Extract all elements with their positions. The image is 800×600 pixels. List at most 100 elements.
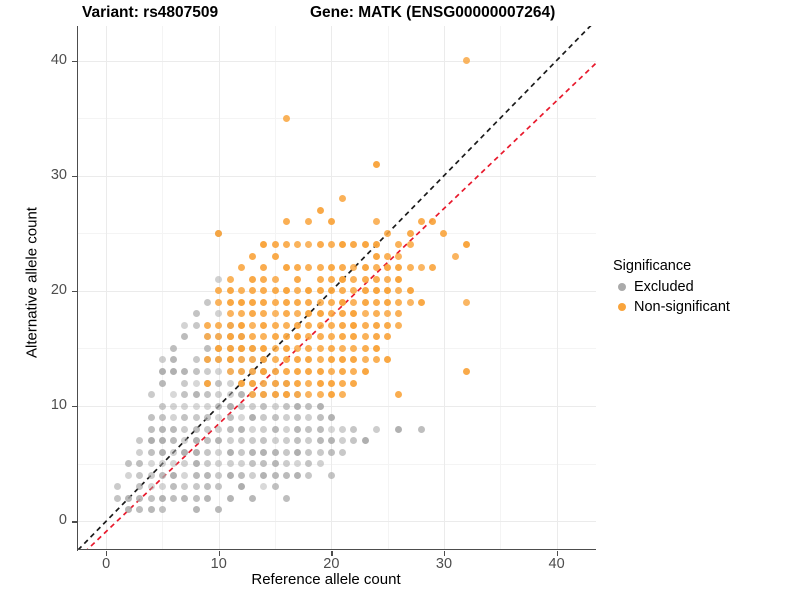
scatter-point — [282, 241, 290, 249]
scatter-point — [226, 287, 234, 295]
scatter-point — [192, 321, 200, 329]
legend-item-non-significant[interactable]: Non-significant — [613, 297, 798, 317]
scatter-point — [204, 414, 211, 422]
grid-major-x — [556, 26, 558, 550]
scatter-point — [282, 344, 290, 352]
grid-minor-y — [78, 118, 596, 120]
scatter-point — [237, 356, 245, 364]
scatter-point — [215, 379, 223, 387]
scatter-point — [316, 344, 324, 352]
scatter-point — [282, 367, 290, 375]
scatter-point — [327, 471, 335, 479]
scatter-point — [406, 298, 414, 306]
scatter-point — [361, 356, 369, 364]
scatter-point — [226, 298, 234, 306]
scatter-point — [327, 333, 335, 341]
scatter-point — [249, 321, 257, 329]
scatter-point — [249, 425, 257, 433]
scatter-point — [226, 333, 234, 341]
scatter-point — [260, 356, 268, 364]
scatter-point — [384, 229, 392, 237]
scatter-point — [158, 356, 166, 364]
scatter-point — [237, 437, 245, 445]
scatter-point — [204, 379, 211, 387]
scatter-point — [226, 391, 234, 399]
scatter-point — [136, 437, 144, 445]
scatter-point — [158, 414, 166, 422]
scatter-point — [361, 287, 369, 295]
scatter-point — [136, 448, 144, 456]
scatter-point — [181, 494, 189, 502]
scatter-point — [282, 494, 290, 502]
scatter-point — [260, 310, 268, 318]
scatter-point — [294, 321, 302, 329]
scatter-point — [249, 356, 257, 364]
scatter-point — [316, 298, 324, 306]
scatter-point — [147, 437, 155, 445]
scatter-point — [372, 321, 380, 329]
scatter-point — [417, 218, 425, 226]
scatter-point — [294, 437, 302, 445]
scatter-point — [271, 241, 279, 249]
scatter-point — [204, 460, 211, 468]
scatter-point — [271, 344, 279, 352]
scatter-point — [350, 437, 358, 445]
scatter-point — [226, 344, 234, 352]
scatter-point — [215, 310, 223, 318]
scatter-point — [294, 391, 302, 399]
scatter-point — [316, 310, 324, 318]
grid-major-y — [78, 406, 596, 408]
scatter-point — [316, 460, 324, 468]
scatter-point — [372, 160, 380, 168]
scatter-point — [215, 425, 223, 433]
reference-line-identity — [78, 26, 592, 550]
scatter-point — [204, 483, 211, 491]
scatter-point — [395, 391, 403, 399]
scatter-point — [350, 321, 358, 329]
scatter-point — [192, 506, 200, 514]
scatter-point — [249, 402, 257, 410]
scatter-point — [406, 241, 414, 249]
scatter-point — [192, 483, 200, 491]
scatter-point — [215, 402, 223, 410]
scatter-point — [260, 264, 268, 272]
scatter-point — [350, 241, 358, 249]
scatter-point — [282, 437, 290, 445]
scatter-point — [282, 333, 290, 341]
scatter-point — [305, 367, 313, 375]
y-axis-tick — [72, 60, 77, 62]
scatter-point — [395, 425, 403, 433]
scatter-point — [147, 391, 155, 399]
scatter-point — [226, 414, 234, 422]
scatter-point — [226, 471, 234, 479]
legend-dot-icon — [618, 303, 626, 311]
scatter-point — [339, 275, 347, 283]
scatter-point — [260, 391, 268, 399]
scatter-point — [372, 356, 380, 364]
scatter-point — [215, 506, 223, 514]
scatter-point — [271, 367, 279, 375]
scatter-point — [294, 344, 302, 352]
scatter-point — [170, 367, 178, 375]
scatter-point — [361, 437, 369, 445]
scatter-point — [260, 414, 268, 422]
legend-item-excluded[interactable]: Excluded — [613, 277, 798, 297]
scatter-point — [271, 310, 279, 318]
scatter-point — [316, 241, 324, 249]
grid-minor-y — [78, 233, 596, 235]
scatter-point — [361, 241, 369, 249]
grid-major-x — [443, 26, 445, 550]
scatter-point — [192, 356, 200, 364]
y-axis-tick — [72, 175, 77, 177]
scatter-point — [204, 391, 211, 399]
legend: Significance Excluded Non-significant — [613, 258, 798, 317]
scatter-point — [282, 264, 290, 272]
scatter-point — [395, 275, 403, 283]
scatter-point — [327, 414, 335, 422]
scatter-point — [429, 264, 437, 272]
scatter-point — [158, 483, 166, 491]
x-axis-line — [77, 549, 596, 551]
scatter-point — [327, 344, 335, 352]
scatter-point — [463, 241, 470, 249]
scatter-point — [384, 264, 392, 272]
